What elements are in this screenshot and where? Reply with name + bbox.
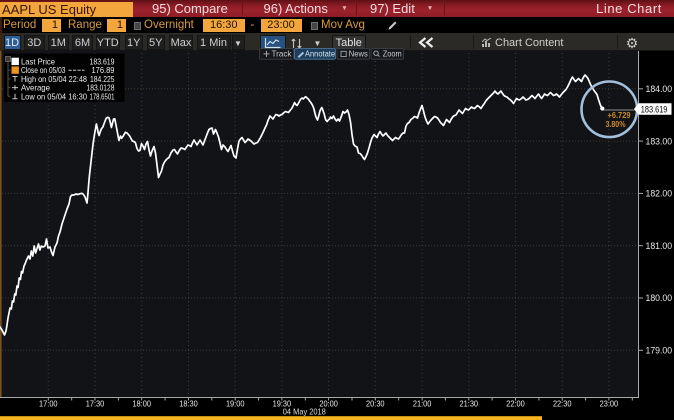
svg-text:22:30: 22:30	[553, 398, 572, 408]
svg-text:Track: Track	[272, 50, 293, 59]
svg-text:04 May 2018: 04 May 2018	[283, 406, 326, 416]
svg-text:183.619: 183.619	[90, 57, 115, 67]
svg-text:Close on 05/03: Close on 05/03	[21, 65, 66, 75]
svg-text:18:00: 18:00	[132, 398, 151, 408]
svg-text:23:00: 23:00	[600, 398, 619, 408]
svg-text:Annotate: Annotate	[305, 50, 335, 59]
svg-text:18:30: 18:30	[179, 398, 198, 408]
svg-text:Zoom: Zoom	[383, 50, 402, 59]
svg-text:183.619: 183.619	[641, 105, 668, 115]
svg-text:180.00: 180.00	[646, 293, 673, 303]
svg-text:20:30: 20:30	[366, 398, 385, 408]
svg-text:20:00: 20:00	[319, 398, 338, 408]
svg-text:Average: Average	[21, 83, 50, 93]
svg-text:184.225: 184.225	[90, 74, 115, 84]
svg-text:181.00: 181.00	[646, 241, 673, 251]
svg-text:+6.729: +6.729	[608, 110, 631, 120]
svg-text:183.0128: 183.0128	[87, 83, 115, 93]
svg-text:179.00: 179.00	[646, 346, 673, 356]
svg-text:3.80%: 3.80%	[606, 119, 626, 129]
svg-text:17:30: 17:30	[86, 398, 105, 408]
svg-text:News: News	[349, 50, 368, 59]
svg-text:High on 05/04 22:48: High on 05/04 22:48	[21, 74, 87, 84]
svg-text:Last Price: Last Price	[21, 57, 55, 67]
svg-text:184.00: 184.00	[646, 84, 673, 94]
svg-text:182.00: 182.00	[646, 189, 673, 199]
svg-text:19:30: 19:30	[273, 398, 292, 408]
svg-text:21:30: 21:30	[460, 398, 479, 408]
svg-text:22:00: 22:00	[506, 398, 525, 408]
svg-text:17:00: 17:00	[39, 398, 58, 408]
svg-text:176.89: 176.89	[92, 65, 115, 75]
svg-text:183.00: 183.00	[646, 136, 673, 146]
svg-text:Low on 05/04 16:30: Low on 05/04 16:30	[21, 91, 87, 101]
svg-text:178.6501: 178.6501	[90, 91, 115, 101]
svg-text:19:00: 19:00	[226, 398, 245, 408]
svg-text:21:00: 21:00	[413, 398, 432, 408]
